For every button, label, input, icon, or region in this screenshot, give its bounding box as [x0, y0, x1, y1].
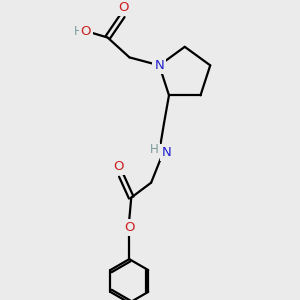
Text: O: O: [124, 221, 134, 234]
Text: N: N: [162, 146, 172, 159]
Text: H: H: [74, 25, 82, 38]
Text: O: O: [113, 160, 124, 173]
Text: N: N: [154, 59, 164, 72]
Text: H: H: [150, 143, 158, 156]
Text: O: O: [118, 1, 129, 14]
Text: O: O: [80, 25, 91, 38]
